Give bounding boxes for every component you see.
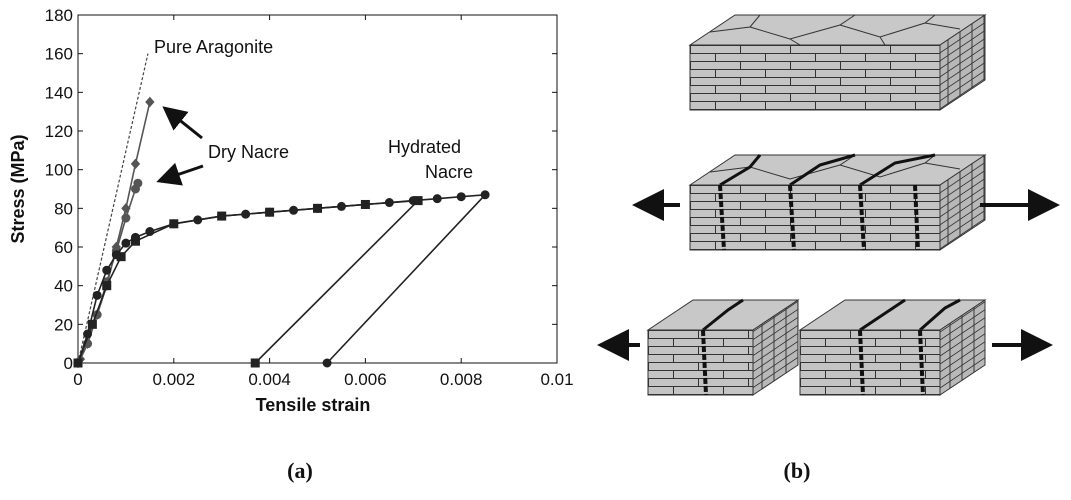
point xyxy=(432,194,442,204)
point xyxy=(116,252,126,262)
annotation: Nacre xyxy=(425,162,473,182)
point xyxy=(322,358,332,368)
x-tick-label: 0.002 xyxy=(153,370,196,389)
point xyxy=(456,192,466,202)
y-tick-label: 180 xyxy=(45,6,73,25)
x-tick-label: 0.01 xyxy=(540,370,573,389)
y-tick-label: 0 xyxy=(64,354,73,373)
series-line xyxy=(77,53,149,364)
point xyxy=(121,238,131,248)
y-tick-label: 140 xyxy=(45,83,73,102)
y-tick-label: 60 xyxy=(54,238,73,257)
point xyxy=(360,199,370,209)
point xyxy=(102,281,112,291)
plot: 0 20 40 60 80 100 120 140 160 180 0 0.002 0.004 0.006… xyxy=(45,6,574,389)
plot-frame xyxy=(77,14,558,364)
y-tick-label: 80 xyxy=(54,199,73,218)
point xyxy=(145,96,155,108)
intact-block xyxy=(688,14,987,111)
point xyxy=(133,178,143,188)
y-tick-label: 160 xyxy=(45,45,73,64)
stretched-block xyxy=(688,153,987,251)
x-tick-label: 0.008 xyxy=(440,370,483,389)
point xyxy=(169,219,179,229)
point xyxy=(265,207,275,217)
point xyxy=(73,358,83,368)
point xyxy=(480,190,490,200)
point xyxy=(92,290,102,300)
x-tick-label: 0.004 xyxy=(248,370,291,389)
point xyxy=(121,213,131,223)
y-tick-label: 20 xyxy=(54,315,73,334)
series-line xyxy=(77,199,421,364)
point xyxy=(413,196,423,206)
pointer-arrow xyxy=(162,106,203,140)
series-line xyxy=(77,182,139,364)
y-axis-label: Stress (MPa) xyxy=(8,134,28,243)
point xyxy=(102,265,112,275)
annotation: Hydrated xyxy=(388,137,461,157)
fractured-block-left xyxy=(646,298,800,396)
x-tick-label: 0.006 xyxy=(344,370,387,389)
point xyxy=(250,358,260,368)
pointer-arrow xyxy=(156,162,204,186)
x-axis-label: Tensile strain xyxy=(256,395,371,415)
y-tick-label: 40 xyxy=(54,277,73,296)
caption: (a) xyxy=(287,458,313,483)
point xyxy=(313,203,322,213)
point xyxy=(130,158,141,170)
y-tick-label: 120 xyxy=(45,122,73,141)
annotation: Dry Nacre xyxy=(208,142,289,162)
point xyxy=(130,236,140,246)
point xyxy=(217,211,227,221)
annotation: Pure Aragonite xyxy=(154,37,273,57)
point xyxy=(87,319,97,329)
caption: (b) xyxy=(784,458,811,483)
y-tick-label: 100 xyxy=(45,161,73,180)
fractured-block-right xyxy=(798,298,987,396)
x-tick-label: 0 xyxy=(73,370,82,389)
